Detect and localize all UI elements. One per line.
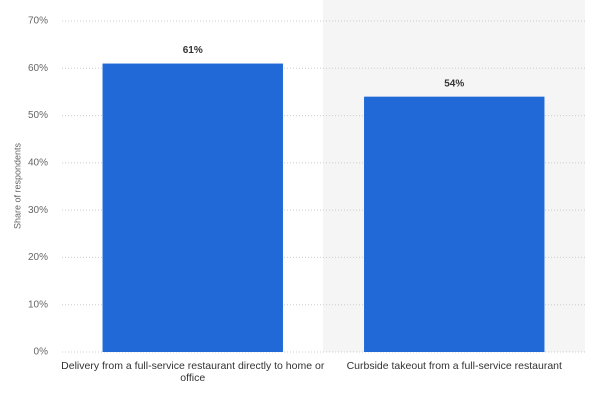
y-tick-label: 50% <box>28 110 48 121</box>
data-label: 61% <box>183 45 203 56</box>
y-tick-label: 40% <box>28 157 48 168</box>
x-tick-label: Delivery from a full-service restaurant … <box>61 360 325 384</box>
x-tick-label: Curbside takeout from a full-service res… <box>346 360 562 372</box>
bar <box>364 96 545 353</box>
y-axis-label: Share of respondents <box>12 142 22 229</box>
y-tick-label: 60% <box>28 63 48 74</box>
bar <box>102 63 283 353</box>
y-tick-label: 20% <box>28 252 48 263</box>
data-label: 54% <box>444 78 464 89</box>
y-tick-label: 70% <box>28 16 48 27</box>
y-tick-label: 0% <box>34 347 49 358</box>
y-tick-label: 30% <box>28 205 48 216</box>
y-tick-label: 10% <box>28 299 48 310</box>
